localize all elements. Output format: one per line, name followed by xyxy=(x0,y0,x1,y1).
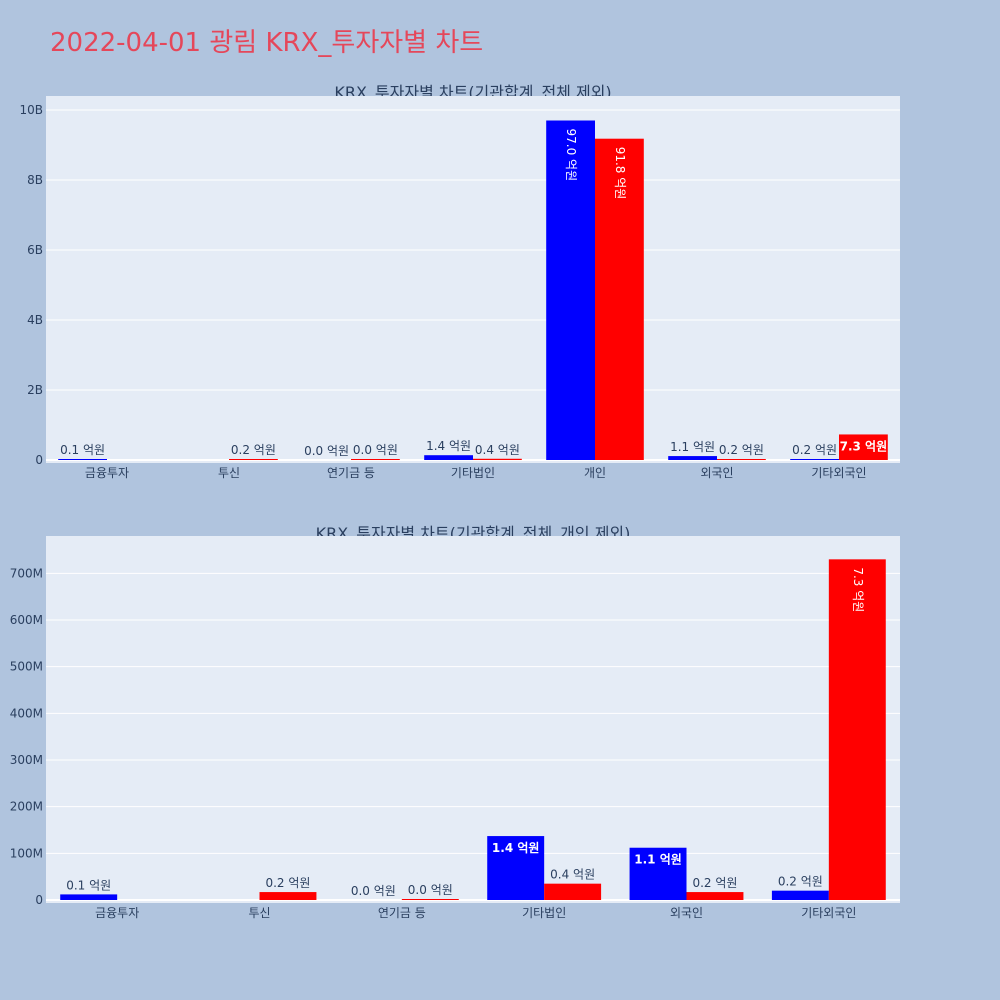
x-tick-label: 개인 xyxy=(584,466,606,480)
data-label: 0.2 억원 xyxy=(778,875,823,889)
plot-area xyxy=(46,536,900,903)
bar xyxy=(686,892,744,900)
data-label: 0.0 억원 xyxy=(351,884,396,898)
x-tick-label: 연기금 등 xyxy=(378,906,426,920)
y-tick-label: 200M xyxy=(10,800,43,814)
plot-area xyxy=(46,96,900,463)
bar xyxy=(839,434,888,460)
data-label: 0.2 억원 xyxy=(692,876,737,890)
data-label: 97.0 억원 xyxy=(564,129,578,182)
data-label: 7.3 억원 xyxy=(840,439,888,453)
data-label: 7.3 억원 xyxy=(851,567,865,612)
y-tick-label: 6B xyxy=(27,243,43,257)
x-tick-label: 연기금 등 xyxy=(327,466,375,480)
data-label: 1.1 억원 xyxy=(634,853,682,867)
x-tick-label: 기타법인 xyxy=(451,466,495,480)
y-tick-label: 8B xyxy=(27,173,43,187)
bar xyxy=(717,459,766,460)
x-tick-label: 외국인 xyxy=(670,906,703,920)
data-label: 1.1 억원 xyxy=(670,440,715,454)
bar xyxy=(487,836,545,900)
chart-title-top: KRX_투자자별 차트(기관합계_전체 제외) xyxy=(334,83,612,102)
bar xyxy=(58,459,107,460)
x-tick-label: 투신 xyxy=(218,466,240,480)
data-label: 0.2 억원 xyxy=(265,876,310,890)
x-tick-label: 기타법인 xyxy=(522,906,566,920)
y-tick-label: 10B xyxy=(19,103,43,117)
data-label: 0.2 억원 xyxy=(719,443,764,457)
bar xyxy=(351,459,400,460)
y-tick-label: 300M xyxy=(10,753,43,767)
y-tick-label: 600M xyxy=(10,613,43,627)
chart-title-bottom: KRX_투자자별 차트(기관합계_전체_개인 제외) xyxy=(315,524,631,543)
x-tick-label: 기타외국인 xyxy=(811,466,866,480)
data-label: 1.4 억원 xyxy=(426,439,471,453)
data-label: 0.1 억원 xyxy=(66,878,111,892)
x-tick-label: 금융투자 xyxy=(85,466,129,480)
x-tick-label: 외국인 xyxy=(700,466,733,480)
data-label: 0.4 억원 xyxy=(475,443,520,457)
page-title: 2022-04-01 광림 KRX_투자자별 차트 xyxy=(50,28,484,58)
bar xyxy=(790,459,839,460)
bar xyxy=(629,847,687,900)
bar xyxy=(828,559,886,900)
bar xyxy=(60,894,118,900)
y-tick-label: 500M xyxy=(10,660,43,674)
data-label: 91.8 억원 xyxy=(613,147,627,200)
bar xyxy=(473,458,522,460)
bar xyxy=(259,892,317,900)
bar xyxy=(424,455,473,460)
bar xyxy=(668,456,717,460)
y-tick-label: 100M xyxy=(10,846,43,860)
bar xyxy=(229,459,278,460)
chart-1: 0 100M 200M 300M 400M 500M 600M 700M 금융투자 0.1 억원투… xyxy=(10,536,900,920)
data-label: 0.2 억원 xyxy=(792,443,837,457)
bar xyxy=(546,120,595,460)
bar xyxy=(595,138,644,460)
bar xyxy=(401,899,459,900)
data-label: 0.0 억원 xyxy=(353,443,398,457)
data-label: 0.4 억원 xyxy=(550,868,595,882)
bar xyxy=(771,890,829,900)
x-tick-label: 기타외국인 xyxy=(801,906,856,920)
data-label: 0.0 억원 xyxy=(304,444,349,458)
y-tick-label: 700M xyxy=(10,566,43,580)
y-tick-label: 0 xyxy=(35,893,43,907)
x-tick-label: 투신 xyxy=(248,906,270,920)
data-label: 1.4 억원 xyxy=(492,841,540,855)
data-label: 0.2 억원 xyxy=(231,443,276,457)
y-tick-label: 2B xyxy=(27,383,43,397)
x-tick-label: 금융투자 xyxy=(95,906,139,920)
bar xyxy=(544,883,602,900)
y-tick-label: 0 xyxy=(35,453,43,467)
y-tick-label: 400M xyxy=(10,706,43,720)
data-label: 0.0 억원 xyxy=(408,883,453,897)
y-tick-label: 4B xyxy=(27,313,43,327)
data-label: 0.1 억원 xyxy=(60,443,105,457)
